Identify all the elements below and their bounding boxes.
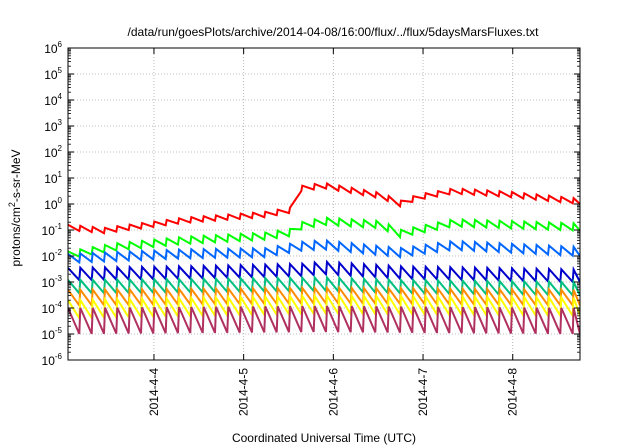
y-tick-label: 10-2	[42, 248, 63, 264]
series-layer	[68, 181, 580, 335]
grid-lines	[68, 48, 580, 360]
y-tick-label: 10-1	[42, 222, 63, 238]
y-tick-label: 10-4	[42, 300, 63, 316]
y-tick-label: 100	[44, 196, 62, 212]
x-tick-label: 2014-4-5	[237, 368, 251, 416]
x-tick-label: 2014-4-7	[416, 368, 430, 416]
x-tick-labels: 2014-4-4 2014-4-5 2014-4-6 2014-4-7 2014-4-8	[147, 368, 520, 416]
series-line-7	[68, 305, 580, 335]
y-tick-label: 106	[44, 40, 62, 56]
series-line-2	[68, 238, 580, 265]
y-tick-label: 103	[44, 118, 62, 134]
y-tick-label: 102	[44, 144, 62, 160]
plot-frame	[67, 47, 581, 361]
y-axis-label: protons/cm2-s-sr-MeV	[7, 149, 23, 266]
y-tick-label: 101	[44, 170, 62, 186]
y-tick-labels: 106 105 104 103 102 101 100 10-1 10-2 10-3 10-4 10-…	[42, 40, 63, 368]
y-tick-label: 105	[44, 66, 62, 82]
series-line-1	[68, 216, 580, 259]
y-tick-label: 10-6	[42, 352, 63, 368]
x-tick-label: 2014-4-4	[147, 368, 161, 416]
axes	[67, 47, 581, 361]
y-tick-label: 104	[44, 92, 62, 108]
y-tick-label: 10-5	[42, 326, 63, 342]
x-tick-label: 2014-4-8	[506, 368, 520, 416]
y-tick-label: 10-3	[42, 274, 63, 290]
chart-title: /data/run/goesPlots/archive/2014-04-08/1…	[128, 25, 540, 39]
series-line-0	[68, 181, 580, 235]
x-tick-label: 2014-4-6	[326, 368, 340, 416]
series-line-3	[68, 259, 580, 285]
x-axis-label: Coordinated Universal Time (UTC)	[232, 431, 416, 445]
